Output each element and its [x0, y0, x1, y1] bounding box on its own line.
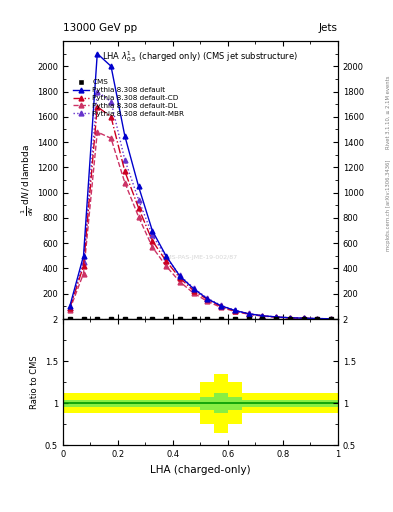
Y-axis label: $\frac{1}{\mathrm{d}N}\,\mathrm{d}N\,/\,\mathrm{d}\,\mathrm{lambda}$: $\frac{1}{\mathrm{d}N}\,\mathrm{d}N\,/\,… — [19, 144, 35, 216]
Text: CMS-PAS-JME-19-002/87: CMS-PAS-JME-19-002/87 — [163, 255, 238, 261]
Legend: CMS, Pythia 8.308 default, Pythia 8.308 default-CD, Pythia 8.308 default-DL, Pyt: CMS, Pythia 8.308 default, Pythia 8.308 … — [72, 78, 185, 118]
Text: Rivet 3.1.10, ≥ 2.1M events: Rivet 3.1.10, ≥ 2.1M events — [386, 76, 391, 150]
Text: mcplots.cern.ch [arXiv:1306.3436]: mcplots.cern.ch [arXiv:1306.3436] — [386, 159, 391, 250]
Text: LHA $\lambda^{1}_{0.5}$ (charged only) (CMS jet substructure): LHA $\lambda^{1}_{0.5}$ (charged only) (… — [103, 49, 298, 64]
Text: 13000 GeV pp: 13000 GeV pp — [63, 23, 137, 33]
Y-axis label: Ratio to CMS: Ratio to CMS — [30, 355, 39, 409]
Text: Jets: Jets — [319, 23, 338, 33]
X-axis label: LHA (charged-only): LHA (charged-only) — [150, 465, 251, 475]
